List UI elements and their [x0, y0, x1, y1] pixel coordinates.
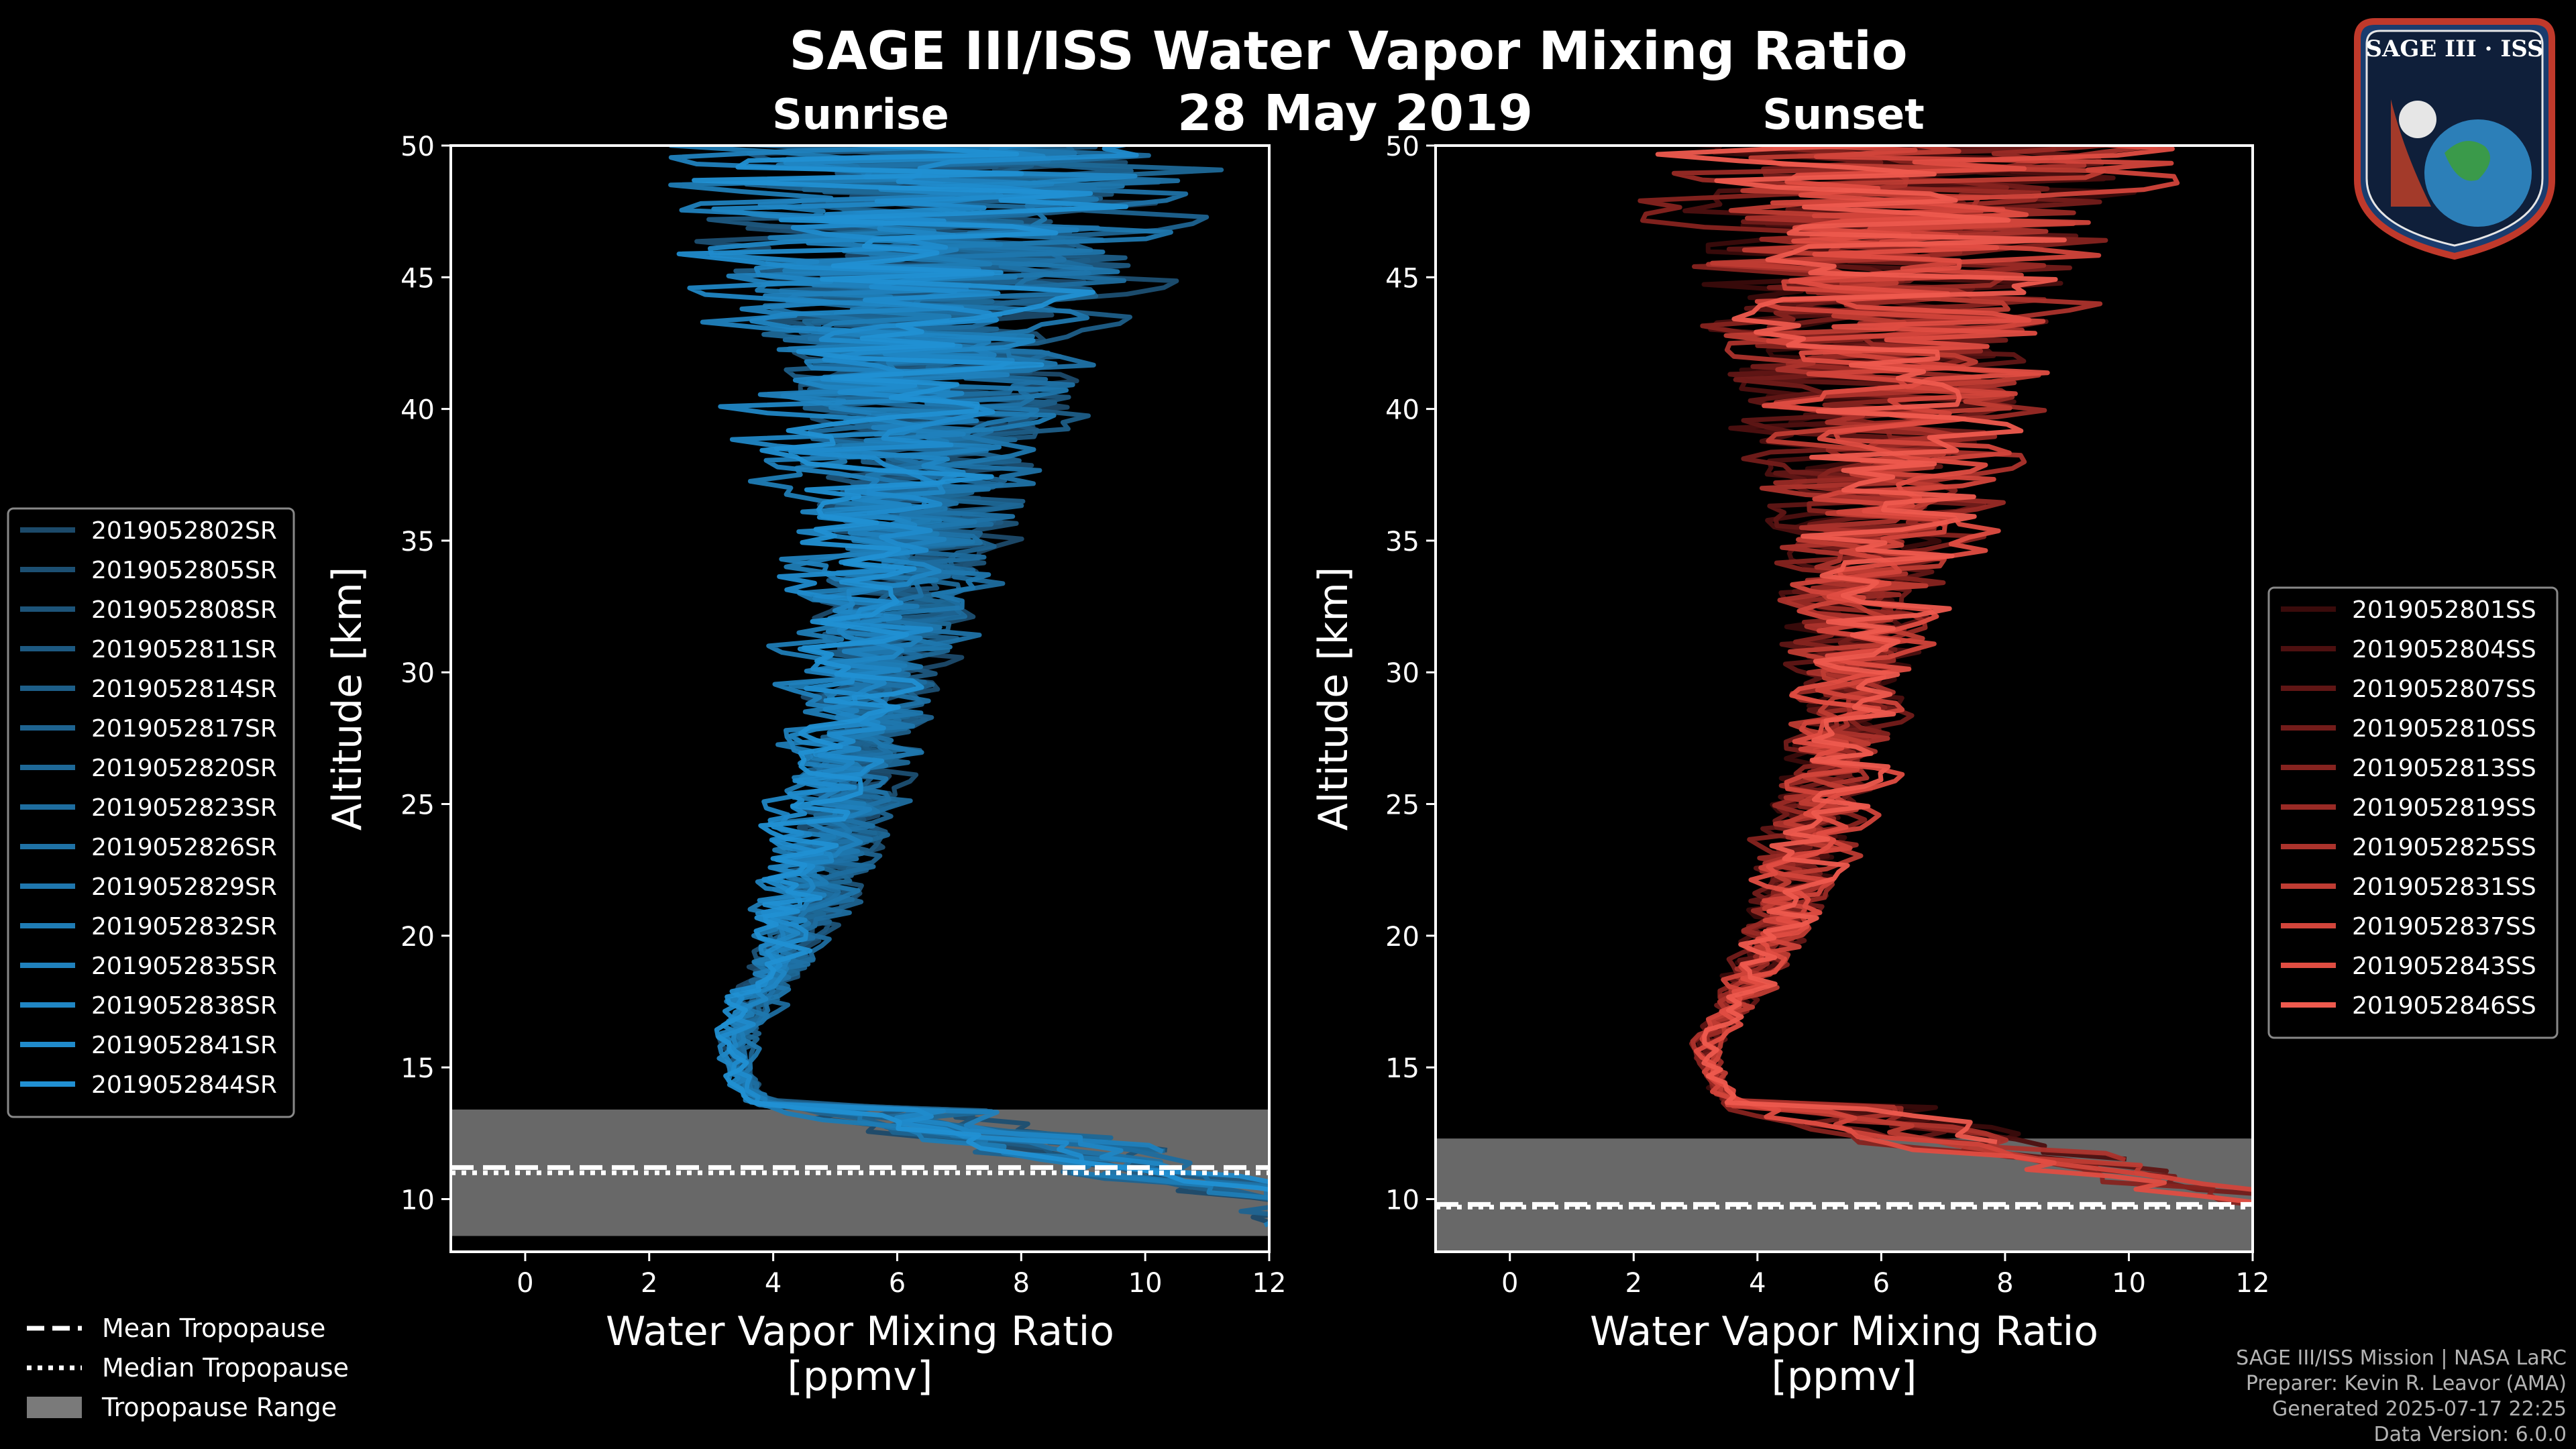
legend-label-2019052829SR: 2019052829SR [91, 873, 277, 901]
figure-date: 28 May 2019 [1177, 85, 1533, 142]
legend-label-2019052802SR: 2019052802SR [91, 517, 277, 545]
legend-label-2019052813SS: 2019052813SS [2352, 755, 2536, 782]
legend-label-2019052844SR: 2019052844SR [91, 1071, 277, 1099]
y-tick-label: 10 [1385, 1185, 1419, 1216]
y-tick-label: 25 [1385, 790, 1419, 821]
x-tick-label: 0 [1501, 1268, 1518, 1299]
footer-generated: Generated 2025-07-17 22:25 [2271, 1397, 2567, 1421]
sage-iss-logo: SAGE III · ISS [2344, 12, 2565, 260]
legend-label-2019052804SS: 2019052804SS [2352, 636, 2536, 663]
sunset-panel: 0 2 4 6 8 10 12 10 15 20 25 30 35 40 45 50 Sunset Water V… [1310, 90, 2270, 1400]
y-tick-label: 15 [400, 1053, 435, 1084]
sunrise-panel: 0 2 4 6 8 10 12 10 15 20 25 30 35 40 45 50 Sunrise Water … [324, 90, 1287, 1400]
sunrise-x-axis-label-line2: [ppmv] [788, 1353, 933, 1400]
x-tick-label: 12 [1252, 1268, 1287, 1299]
x-tick-label: 4 [765, 1268, 782, 1299]
sunset-legend: 2019052801SS 2019052804SS 2019052807SS 2019… [2267, 586, 2559, 1039]
legend-label-2019052838SR: 2019052838SR [91, 992, 277, 1020]
tropopause-legend: Mean Tropopause Median Tropopause Tropopau… [27, 1313, 349, 1422]
profile-2019052823SR [735, 146, 1193, 1172]
y-tick-label: 45 [400, 263, 435, 294]
logo-text: SAGE III · ISS [2365, 36, 2543, 62]
legend-label-2019052841SR: 2019052841SR [91, 1032, 277, 1059]
footer-version: Data Version: 6.0.0 [2373, 1423, 2567, 1446]
legend-label-2019052814SR: 2019052814SR [91, 676, 277, 703]
legend-label-2019052825SS: 2019052825SS [2352, 834, 2536, 861]
sunrise-y-axis-label: Altitude [km] [324, 567, 371, 831]
x-tick-label: 6 [889, 1268, 906, 1299]
legend-label-2019052843SS: 2019052843SS [2352, 953, 2536, 980]
footer-mission: SAGE III/ISS Mission | NASA LaRC [2236, 1346, 2567, 1370]
profile-2019052838SR [687, 146, 1179, 1173]
x-tick-label: 4 [1749, 1268, 1766, 1299]
x-tick-label: 8 [1013, 1268, 1030, 1299]
legend-label-2019052823SR: 2019052823SR [91, 794, 277, 822]
legend-label-2019052820SR: 2019052820SR [91, 755, 277, 782]
profile-2019052844SR [692, 146, 1269, 1192]
y-tick-label: 30 [1385, 658, 1419, 689]
legend-label-2019052807SS: 2019052807SS [2352, 676, 2536, 703]
sunset-legend-box [2267, 586, 2559, 1039]
legend-label-dashed: Mean Tropopause [102, 1313, 325, 1343]
legend-label-box: Tropopause Range [101, 1393, 337, 1422]
y-tick-label: 50 [400, 131, 435, 162]
profile-2019052846SS [1655, 146, 2067, 1144]
y-tick-label: 30 [400, 658, 435, 689]
sunset-x-axis-label-line1: Water Vapor Mixing Ratio [1590, 1308, 2098, 1355]
sunset-axes-frame [1434, 144, 2254, 1253]
y-tick-label: 20 [1385, 922, 1419, 953]
y-tick-label: 15 [1385, 1053, 1419, 1084]
x-tick-label: 12 [2236, 1268, 2270, 1299]
sunrise-panel-title: Sunrise [772, 90, 949, 139]
sunset-y-axis-label: Altitude [km] [1310, 567, 1357, 831]
profile-2019052835SR [668, 146, 1164, 1155]
figure-title: SAGE III/ISS Water Vapor Mixing Ratio [789, 21, 1908, 82]
x-tick-label: 0 [517, 1268, 533, 1299]
legend-label-dotted: Median Tropopause [102, 1353, 349, 1383]
sunrise-legend: 2019052802SR 2019052805SR 2019052808SR 2019… [7, 507, 295, 1118]
x-tick-label: 10 [1128, 1268, 1163, 1299]
y-tick-label: 40 [400, 395, 435, 426]
sunset-x-axis-label-line2: [ppmv] [1772, 1353, 1917, 1400]
y-tick-label: 10 [400, 1185, 435, 1216]
legend-label-2019052808SR: 2019052808SR [91, 596, 277, 624]
y-tick-label: 35 [400, 527, 435, 557]
y-tick-label: 50 [1385, 131, 1419, 162]
x-tick-label: 2 [1625, 1268, 1642, 1299]
profile-2019052843SS [1693, 146, 2253, 1205]
legend-tropopause-range-swatch [27, 1397, 82, 1418]
footer-preparer: Preparer: Kevin R. Leavor (AMA) [2245, 1372, 2567, 1395]
legend-label-2019052817SR: 2019052817SR [91, 715, 277, 743]
sunrise-plot-area [451, 146, 1269, 1236]
x-tick-label: 8 [1996, 1268, 2013, 1299]
legend-label-2019052805SR: 2019052805SR [91, 557, 277, 584]
x-tick-label: 6 [1873, 1268, 1890, 1299]
y-tick-label: 20 [400, 922, 435, 953]
legend-label-2019052819SS: 2019052819SS [2352, 794, 2536, 822]
legend-label-2019052837SS: 2019052837SS [2352, 913, 2536, 941]
legend-label-2019052811SR: 2019052811SR [91, 636, 277, 663]
sunrise-axes-frame [449, 144, 1271, 1253]
legend-label-2019052826SR: 2019052826SR [91, 834, 277, 861]
tropopause-range-band [1436, 1138, 2253, 1252]
sunrise-x-axis-label-line1: Water Vapor Mixing Ratio [606, 1308, 1114, 1355]
legend-label-2019052801SS: 2019052801SS [2352, 596, 2536, 624]
sunset-panel-title: Sunset [1762, 90, 1925, 139]
y-tick-label: 45 [1385, 263, 1419, 294]
legend-label-2019052832SR: 2019052832SR [91, 913, 277, 941]
sunrise-legend-box [7, 507, 295, 1118]
legend-label-2019052831SS: 2019052831SS [2352, 873, 2536, 901]
x-tick-label: 10 [2112, 1268, 2146, 1299]
legend-label-2019052835SR: 2019052835SR [91, 953, 277, 980]
y-tick-label: 35 [1385, 527, 1419, 557]
legend-label-2019052810SS: 2019052810SS [2352, 715, 2536, 743]
x-tick-label: 2 [641, 1268, 657, 1299]
sunset-plot-area [1436, 146, 2253, 1252]
y-tick-label: 40 [1385, 395, 1419, 426]
legend-label-2019052846SS: 2019052846SS [2352, 992, 2536, 1020]
y-tick-label: 25 [400, 790, 435, 821]
